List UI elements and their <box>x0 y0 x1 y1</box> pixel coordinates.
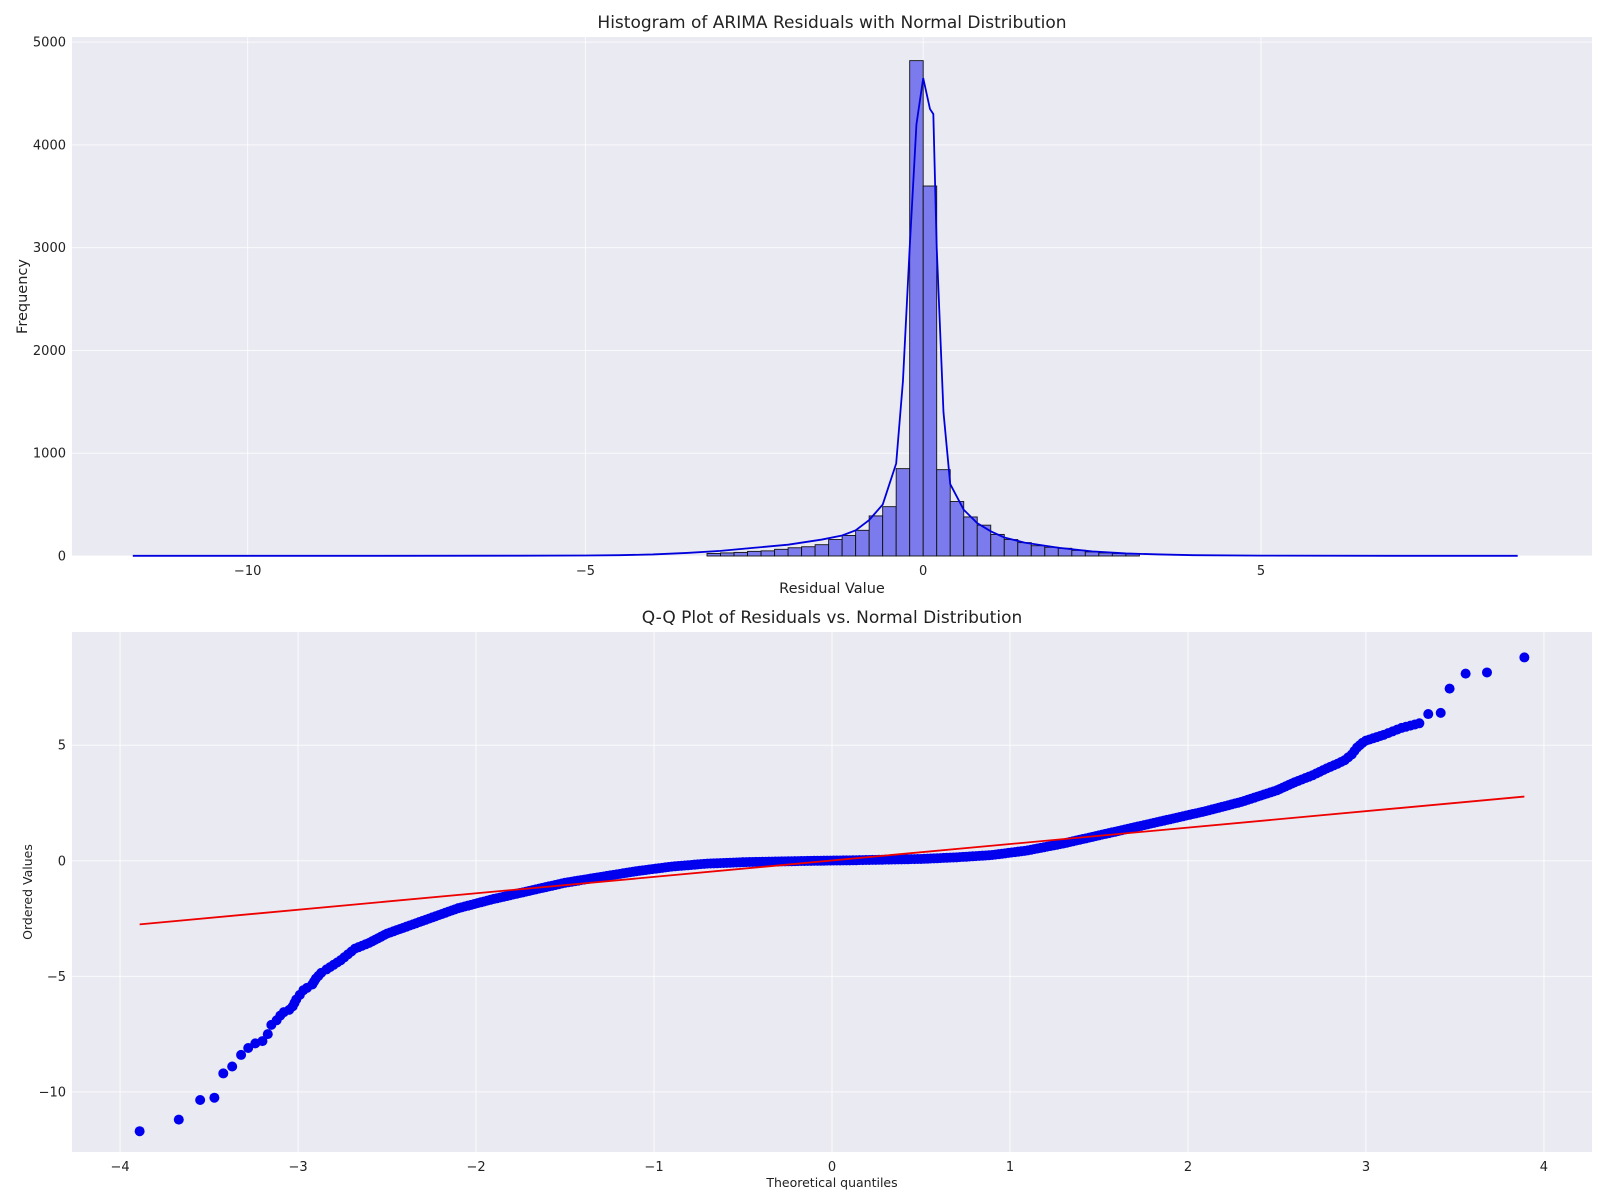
histogram-y-tick: 5000 <box>33 36 66 51</box>
histogram-bar <box>706 552 721 557</box>
histogram-bar <box>990 533 1005 557</box>
histogram-plot-area <box>72 37 1592 556</box>
histogram-bar <box>855 529 870 557</box>
histogram-bar <box>936 469 951 557</box>
histogram-x-axis-label: Residual Value <box>779 581 885 597</box>
qq-y-tick-labels: −10 −5 0 5 <box>39 739 66 1101</box>
histogram-x-tick: −5 <box>576 564 595 579</box>
qq-x-tick-labels: −4 −3 −2 −1 0 1 2 3 4 <box>110 1160 1548 1175</box>
qq-x-tick: 3 <box>1362 1160 1370 1175</box>
histogram-bar <box>747 550 762 557</box>
histogram-title: Histogram of ARIMA Residuals with Normal… <box>597 13 1066 33</box>
qq-point <box>134 1126 145 1137</box>
qq-x-tick: −2 <box>466 1160 485 1175</box>
qq-x-tick: 0 <box>828 1160 836 1175</box>
histogram-bar <box>949 501 965 557</box>
qq-point <box>173 1114 184 1125</box>
histogram-bar <box>922 185 938 557</box>
qq-x-tick: −3 <box>288 1160 307 1175</box>
histogram-y-tick: 4000 <box>33 138 66 153</box>
histogram-y-tick: 2000 <box>33 344 66 359</box>
qq-point <box>209 1092 220 1103</box>
kde-curve <box>132 77 1518 557</box>
qq-x-tick: −1 <box>644 1160 663 1175</box>
qq-x-tick: 1 <box>1006 1160 1014 1175</box>
histogram-y-tick-labels: 0 1000 2000 3000 4000 5000 <box>33 36 66 565</box>
histogram-y-tick: 1000 <box>33 447 66 462</box>
qq-point <box>1481 667 1492 678</box>
qq-x-tick: 4 <box>1540 1160 1548 1175</box>
histogram-bar <box>1017 542 1032 557</box>
histogram-y-tick: 0 <box>58 550 66 565</box>
histogram-bar <box>814 544 830 557</box>
histogram-bar <box>868 515 884 557</box>
histogram-bar <box>1044 546 1059 557</box>
qq-point <box>262 1029 273 1040</box>
qq-point <box>227 1061 238 1072</box>
qq-point <box>218 1068 229 1079</box>
qq-point <box>243 1043 254 1053</box>
qq-gridlines <box>72 632 1592 1152</box>
qq-plot-title: Q-Q Plot of Residuals vs. Normal Distrib… <box>642 608 1023 628</box>
histogram-y-tick: 3000 <box>33 241 66 256</box>
qq-point <box>1423 709 1434 720</box>
qq-plot-chart: −4 −3 −2 −1 0 1 2 3 4 −10−505 Q-Q Plot of Residu… <box>20 608 1592 1190</box>
histogram-x-tick: 0 <box>919 564 927 579</box>
histogram-bar <box>774 548 789 557</box>
qq-point <box>236 1049 247 1060</box>
qq-y-tick: −10 <box>39 1085 66 1100</box>
histogram-bar <box>895 468 911 557</box>
qq-points <box>134 652 1530 1137</box>
qq-point <box>1460 668 1471 679</box>
histogram-x-tick-labels: −10 −5 0 5 <box>234 564 1265 579</box>
qq-point <box>195 1095 206 1105</box>
histogram-y-axis-label: Frequency <box>15 259 31 334</box>
histogram-bar <box>733 551 749 557</box>
histogram-bar <box>841 534 857 557</box>
qq-y-tick: 5 <box>58 739 66 754</box>
histogram-bar <box>963 516 978 557</box>
histogram-bar <box>787 547 803 557</box>
qq-point <box>1444 683 1455 694</box>
qq-point <box>257 1036 268 1047</box>
qq-x-tick: 2 <box>1184 1160 1192 1175</box>
histogram-x-tick: 5 <box>1257 564 1265 579</box>
qq-y-tick: 0 <box>58 854 66 869</box>
qq-point <box>1435 707 1446 718</box>
qq-y-tick: −5 <box>47 970 66 985</box>
histogram-bar <box>1003 539 1019 557</box>
histogram-bar <box>882 506 897 557</box>
histogram-bar <box>801 546 816 557</box>
histogram-x-tick: −10 <box>234 564 261 579</box>
qq-x-axis-label: Theoretical quantiles <box>765 1175 897 1190</box>
histogram-bar <box>1030 545 1046 557</box>
histogram-chart: −10 −5 0 5 0 1000 2000 3000 4000 5000 Histogram … <box>15 13 1592 597</box>
histogram-bar <box>760 550 776 557</box>
qq-y-axis-label: Ordered Values <box>20 844 35 940</box>
qq-point <box>1519 652 1530 663</box>
qq-point <box>1414 718 1425 729</box>
qq-x-tick: −4 <box>110 1160 129 1175</box>
qq-fit-line <box>139 795 1525 926</box>
histogram-bar <box>720 552 735 557</box>
histogram-bar <box>828 539 843 557</box>
